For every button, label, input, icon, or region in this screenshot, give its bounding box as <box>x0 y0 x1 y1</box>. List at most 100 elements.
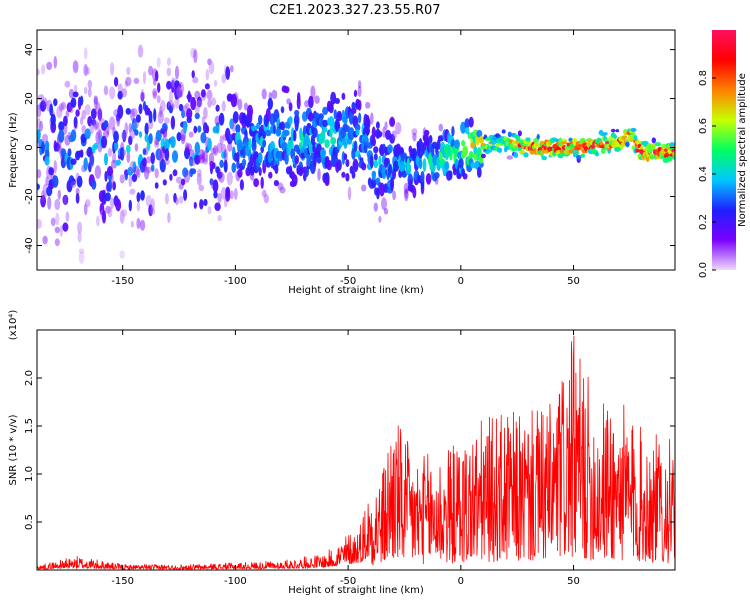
heatmap-cell <box>232 111 239 124</box>
heatmap-frame <box>36 29 676 271</box>
heatmap-cell <box>100 135 108 149</box>
heatmap-cell <box>166 80 172 90</box>
heatmap-cell <box>37 117 41 130</box>
heatmap-cell <box>54 226 60 234</box>
heatmap-cell <box>651 137 656 144</box>
heatmap-cell <box>155 130 162 142</box>
heatmap-cell <box>78 251 85 264</box>
heatmap-cell <box>294 109 300 117</box>
heatmap-cell <box>178 81 185 95</box>
heatmap-cell <box>166 57 171 67</box>
heatmap-cell <box>42 133 49 143</box>
heatmap-cell <box>106 123 110 135</box>
heatmap-cell <box>375 121 380 129</box>
heatmap-cell <box>312 127 318 138</box>
heatmap-cell <box>174 96 180 109</box>
heatmap-cell <box>87 116 93 127</box>
heatmap-cell <box>154 182 159 189</box>
heatmap-cell <box>200 132 207 144</box>
heatmap-cell <box>334 121 341 132</box>
heatmap-cell <box>541 156 547 161</box>
heatmap-cell <box>95 131 101 145</box>
heatmap-cell <box>53 98 58 107</box>
y-tick-label: 2.0 <box>24 370 35 386</box>
heatmap-cell <box>225 66 231 80</box>
heatmap-cell <box>81 109 86 120</box>
heatmap-cell <box>580 153 585 158</box>
y-tick-label: -40 <box>24 237 35 253</box>
heatmap-cell <box>157 110 164 124</box>
heatmap-cell <box>128 135 133 146</box>
heatmap-cell <box>198 148 204 160</box>
heatmap-cell <box>102 189 106 197</box>
heatmap-cell <box>462 173 468 180</box>
heatmap-cell <box>171 103 175 110</box>
heatmap-cell <box>113 130 119 143</box>
heatmap-cell <box>47 196 52 210</box>
heatmap-cell <box>318 113 324 120</box>
heatmap-cell <box>72 60 79 74</box>
heatmap-cell <box>273 180 279 187</box>
heatmap-cell <box>75 192 80 204</box>
heatmap-cell <box>288 102 293 112</box>
heatmap-cell <box>107 206 113 218</box>
heatmap-cell <box>164 138 170 151</box>
heatmap-cell <box>137 44 144 58</box>
heatmap-cell <box>205 69 210 81</box>
heatmap-cell <box>418 157 423 170</box>
heatmap-cell <box>124 80 129 88</box>
heatmap-cell <box>260 176 264 189</box>
heatmap-cell <box>113 140 119 151</box>
heatmap-cell <box>44 140 50 150</box>
heatmap-cell <box>253 178 259 188</box>
heatmap-cell <box>181 109 186 119</box>
heatmap-y-axis: -40 -20 0 20 40 <box>24 43 675 254</box>
heatmap-cell <box>188 131 194 138</box>
heatmap-cell <box>142 148 147 156</box>
heatmap-cell <box>131 122 138 130</box>
heatmap-cell <box>392 190 396 201</box>
heatmap-cell <box>93 95 99 105</box>
heatmap-cell <box>561 141 568 145</box>
heatmap-cell <box>625 141 630 147</box>
heatmap-cell <box>633 135 638 140</box>
heatmap-cell <box>330 137 337 145</box>
heatmap-cell <box>201 149 206 164</box>
heatmap-cell <box>73 84 78 92</box>
heatmap-cell <box>395 122 402 135</box>
heatmap-cell <box>452 168 458 176</box>
heatmap-cell <box>654 142 662 147</box>
heatmap-cell <box>371 177 377 189</box>
snr-panel: -150 -100 -50 0 50 0.5 1.0 1.5 2.0 Height of st… <box>8 310 676 596</box>
heatmap-cell <box>179 195 184 204</box>
heatmap-cell <box>125 76 132 87</box>
heatmap-cell <box>661 143 667 149</box>
heatmap-cell <box>53 56 58 69</box>
heatmap-cell <box>517 130 523 137</box>
heatmap-cell <box>219 159 224 168</box>
heatmap-cell <box>67 148 72 157</box>
heatmap-cell <box>539 140 545 145</box>
heatmap-cell <box>408 179 413 186</box>
heatmap-cell <box>436 139 441 150</box>
heatmap-cell <box>438 123 444 132</box>
heatmap-cell <box>58 129 65 143</box>
heatmap-cell <box>572 137 578 144</box>
heatmap-cell <box>75 187 80 195</box>
heatmap-cell <box>54 238 60 247</box>
colorbar-tick-label: 0.6 <box>698 118 709 134</box>
heatmap-cell <box>150 198 155 211</box>
heatmap-cell <box>389 117 396 127</box>
heatmap-cell <box>371 126 376 140</box>
heatmap-cell <box>190 96 197 111</box>
heatmap-cell <box>203 107 208 120</box>
heatmap-cell <box>322 106 329 116</box>
heatmap-cell <box>511 140 516 145</box>
heatmap-cell <box>109 86 116 100</box>
heatmap-cell <box>155 148 162 161</box>
heatmap-cell <box>125 108 131 115</box>
heatmap-cell <box>218 171 225 183</box>
heatmap-cell <box>288 116 293 125</box>
heatmap-cell <box>667 155 673 162</box>
heatmap-cell <box>326 159 333 171</box>
